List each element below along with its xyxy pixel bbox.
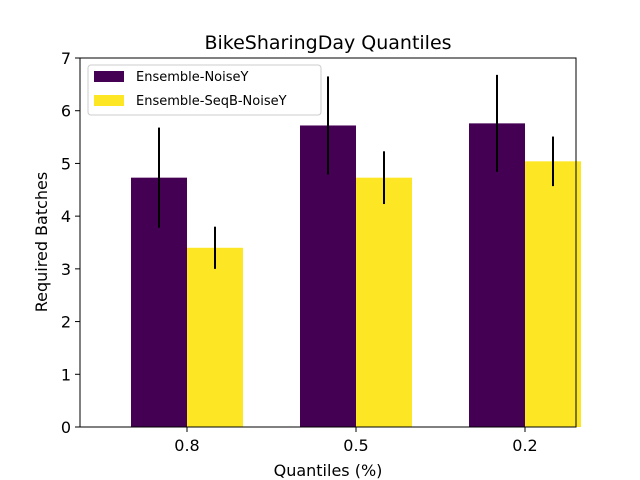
legend-box xyxy=(87,64,322,116)
y-tick-label: 3 xyxy=(61,260,71,279)
plot-frame xyxy=(79,57,577,428)
bar-ensemble-noisey-0-2 xyxy=(469,123,525,427)
legend-swatch-ensemble-noisey xyxy=(94,71,124,82)
legend: Ensemble-NoiseY Ensemble-SeqB-NoiseY xyxy=(87,64,322,116)
bars-group xyxy=(131,123,581,427)
y-tick-label: 5 xyxy=(61,154,71,173)
y-tick-label: 6 xyxy=(61,102,71,121)
bar-ensemble-seqb-noisey-0-2 xyxy=(525,161,581,427)
x-axis-label: Quantiles (%) xyxy=(274,461,383,480)
legend-label-ensemble-seqb-noisey: Ensemble-SeqB-NoiseY xyxy=(136,94,287,109)
x-tick-label: 0.8 xyxy=(174,436,199,455)
y-axis-ticks: 0 1 2 3 4 5 6 7 xyxy=(61,49,80,437)
x-axis-ticks: 0.8 0.5 0.2 xyxy=(174,427,538,455)
bar-ensemble-seqb-noisey-0-5 xyxy=(356,177,412,427)
y-tick-label: 2 xyxy=(61,313,71,332)
chart-title: BikeSharingDay Quantiles xyxy=(204,32,451,54)
x-tick-label: 0.5 xyxy=(343,436,368,455)
y-tick-label: 4 xyxy=(61,207,71,226)
error-bars-group xyxy=(158,74,554,269)
legend-label-ensemble-noisey: Ensemble-NoiseY xyxy=(136,70,249,85)
bar-ensemble-seqb-noisey-0-8 xyxy=(187,247,243,427)
x-tick-label: 0.2 xyxy=(512,436,537,455)
y-tick-label: 0 xyxy=(61,418,71,437)
legend-swatch-ensemble-seqb-noisey xyxy=(94,95,124,106)
y-tick-label: 7 xyxy=(61,49,71,68)
bar-ensemble-noisey-0-5 xyxy=(300,125,356,427)
y-tick-label: 1 xyxy=(61,365,71,384)
y-axis-label: Required Batches xyxy=(32,172,51,312)
